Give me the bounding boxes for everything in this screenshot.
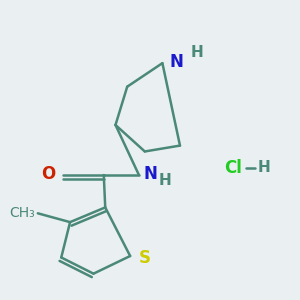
Text: N: N (143, 165, 157, 183)
Text: Cl: Cl (224, 159, 242, 177)
Text: H: H (159, 173, 172, 188)
Text: O: O (41, 165, 56, 183)
Text: H: H (190, 45, 203, 60)
Text: N: N (170, 53, 184, 71)
Text: CH₃: CH₃ (9, 206, 35, 220)
Text: S: S (138, 249, 150, 267)
Text: H: H (258, 160, 270, 175)
